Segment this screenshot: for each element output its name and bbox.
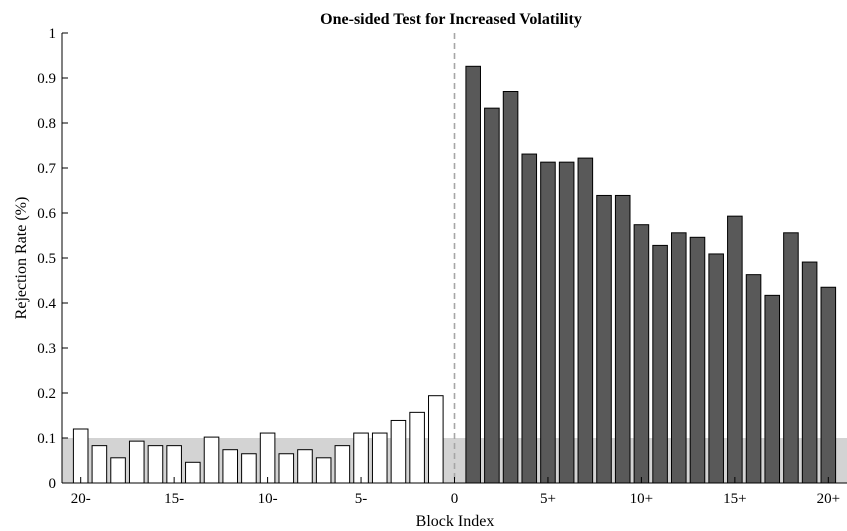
bar <box>147 445 164 484</box>
bar <box>390 419 407 484</box>
bar <box>577 157 594 484</box>
x-tick-label: 20+ <box>817 491 840 507</box>
bar <box>558 161 575 484</box>
bar <box>801 261 818 484</box>
x-tick-label: 5- <box>355 491 368 507</box>
y-tick-label: 0.9 <box>37 71 56 87</box>
y-tick-label: 1 <box>49 26 57 42</box>
bar <box>428 395 444 484</box>
bar <box>371 432 388 484</box>
bar <box>689 236 706 484</box>
y-tick-label: 0.4 <box>37 296 56 312</box>
bar <box>614 194 631 484</box>
bar <box>708 253 724 484</box>
bar <box>633 224 650 484</box>
bar <box>521 153 538 484</box>
bar <box>764 294 781 484</box>
y-tick-label: 0 <box>49 476 57 492</box>
bar <box>259 432 276 484</box>
y-tick-label: 0.1 <box>37 431 56 447</box>
bar <box>783 232 799 484</box>
bar-layer <box>72 65 837 484</box>
bar <box>670 232 687 484</box>
bar <box>334 445 351 484</box>
bar <box>110 457 126 484</box>
y-tick-label: 0.7 <box>37 161 56 177</box>
bar <box>241 453 257 484</box>
bar <box>353 432 369 484</box>
x-tick-label: 5+ <box>540 491 556 507</box>
bar <box>745 274 762 484</box>
bar <box>128 440 145 484</box>
axis-layer: 0 0.1 0.2 0.3 0.4 0.5 0.6 0.7 0.8 0.9 1 20- 15- 10- 5-… <box>37 26 847 507</box>
y-axis-label: Rejection Rate (%) <box>13 197 30 320</box>
y-tick-label: 0.8 <box>37 116 56 132</box>
bar <box>484 107 500 484</box>
x-tick-label: 10+ <box>630 491 653 507</box>
bar <box>596 194 612 484</box>
bar <box>203 436 220 484</box>
bar <box>652 244 668 484</box>
x-axis-label: Block Index <box>416 513 495 530</box>
x-tick-label: 15- <box>164 491 184 507</box>
bar <box>222 449 239 484</box>
bar <box>465 65 481 484</box>
bar <box>409 411 425 484</box>
bar <box>540 161 556 484</box>
bar <box>278 453 295 484</box>
bar <box>315 457 332 484</box>
bar <box>727 215 743 484</box>
y-tick-label: 0.3 <box>37 341 56 357</box>
chart-title: One-sided Test for Increased Volatility <box>320 11 582 28</box>
bar <box>297 449 313 484</box>
x-tick-label: 10- <box>258 491 278 507</box>
bar <box>185 461 201 484</box>
y-tick-label: 0.2 <box>37 386 56 402</box>
bar <box>91 445 108 484</box>
x-tick-label: 0 <box>451 491 459 507</box>
bar <box>502 91 519 484</box>
y-tick-label: 0.5 <box>37 251 56 267</box>
bar <box>820 286 837 484</box>
y-tick-label: 0.6 <box>37 206 56 222</box>
bar <box>72 428 89 484</box>
x-tick-label: 20- <box>71 491 91 507</box>
x-tick-label: 15+ <box>723 491 746 507</box>
